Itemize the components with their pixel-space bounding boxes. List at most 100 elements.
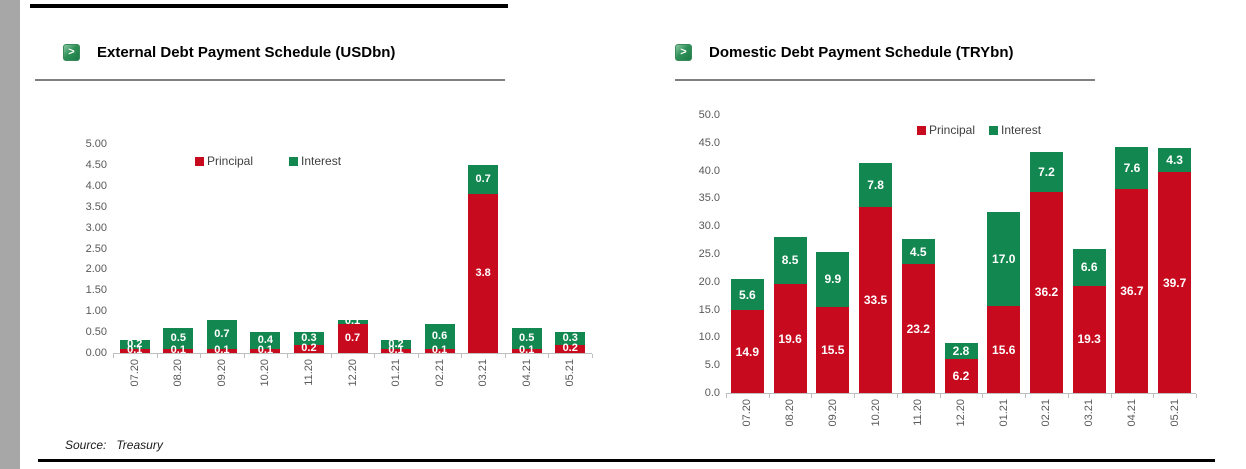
interest-segment: 0.5 (511, 327, 542, 349)
bar-value-label: 0.2 (301, 342, 317, 355)
x-axis-tick-label: 02.21 (433, 359, 446, 387)
principal-segment: 0.1 (250, 345, 281, 356)
axis-tick (768, 394, 770, 398)
y-axis-tick-label: 20.0 (698, 275, 720, 288)
bar-value-label: 8.5 (781, 253, 799, 268)
bar-value-label: 0.1 (519, 344, 535, 357)
axis-tick (417, 354, 419, 358)
x-axis-tick-label: 09.20 (826, 399, 839, 427)
axis-tick (726, 394, 727, 398)
x-axis-tick-label: 09.20 (215, 359, 228, 387)
y-axis-tick-label: 10.0 (698, 331, 720, 344)
bar-10.20: 0.1 0.4 (250, 332, 281, 356)
x-axis-tick-label: 11.20 (302, 359, 315, 386)
interest-segment: 2.8 (944, 342, 978, 359)
bar-05.21: 0.2 0.3 (555, 332, 586, 355)
bar-09.20: 0.1 0.7 (206, 319, 237, 356)
legend-item-interest: Interest (289, 154, 341, 168)
bar-value-label: 14.9 (735, 344, 760, 359)
axis-tick (1153, 394, 1155, 398)
interest-segment: 8.5 (773, 236, 807, 285)
y-axis-tick-label: 35.0 (698, 192, 720, 205)
principal-segment: 19.3 (1072, 285, 1106, 393)
bar-value-label: 0.2 (562, 342, 578, 355)
axis-tick (982, 394, 984, 398)
bar-value-label: 7.2 (1038, 164, 1055, 179)
principal-segment: 23.2 (901, 264, 935, 393)
axis-tick (592, 354, 593, 358)
interest-segment: 9.9 (816, 251, 850, 307)
x-axis-tick-label: 10.20 (869, 399, 882, 427)
bar-03.21: 19.3 6.6 (1072, 249, 1106, 393)
bar-value-label: 19.6 (778, 331, 802, 346)
axis-tick (811, 394, 813, 398)
principal-segment: 15.5 (816, 306, 850, 393)
interest-segment: 4.3 (1158, 148, 1192, 173)
principal-segment: 0.1 (381, 345, 412, 356)
y-axis-tick-label: 4.50 (85, 158, 107, 171)
bar-04.21: 36.7 7.6 (1115, 146, 1149, 393)
bar-05.21: 39.7 4.3 (1158, 148, 1192, 393)
interest-segment: 0.2 (381, 339, 412, 350)
principal-segment: 19.6 (773, 284, 807, 393)
interest-segment: 0.6 (424, 323, 455, 349)
principal-segment: 0.1 (119, 345, 150, 356)
axis-tick (1025, 394, 1027, 398)
legend-swatch (289, 156, 299, 166)
title-underline (35, 79, 505, 81)
bar-08.20: 19.6 8.5 (773, 236, 807, 393)
principal-segment: 15.6 (987, 306, 1021, 393)
axis-tick (156, 354, 158, 358)
bar-value-label: 0.1 (388, 344, 404, 357)
x-axis-tick-label: 07.20 (741, 399, 754, 427)
principal-segment: 39.7 (1158, 172, 1192, 393)
axis-tick (854, 394, 856, 398)
y-axis-tick-label: 0.00 (85, 347, 107, 359)
legend-item-principal: Principal (917, 123, 975, 137)
y-axis-tick-label: 1.00 (85, 305, 107, 318)
x-axis-tick-label: 04.21 (1125, 399, 1138, 427)
interest-segment: 0.1 (337, 316, 368, 327)
bar-value-label: 15.6 (992, 342, 1016, 357)
bar-value-label: 3.8 (475, 267, 491, 280)
bar-01.21: 0.1 0.2 (381, 339, 412, 356)
bottom-divider-line (38, 459, 1215, 462)
bar-value-label: 0.5 (519, 331, 535, 344)
bar-value-label: 4.3 (1166, 153, 1183, 168)
chevron-right-icon: > (63, 43, 80, 61)
x-axis-tick-label: 03.21 (477, 359, 490, 387)
axis-tick (1067, 394, 1069, 398)
bar-value-label: 5.6 (739, 287, 756, 302)
axis-tick (287, 354, 289, 358)
interest-segment: 7.2 (1029, 151, 1063, 192)
bar-value-label: 39.7 (1162, 275, 1187, 290)
domestic-debt-chart: 14.9 5.6 19.6 8.5 15.5 9.9 33.5 7.8 23.2 4.5 6.2 2.… (685, 105, 1230, 450)
legend-swatch (195, 156, 204, 166)
interest-segment: 0.3 (555, 332, 586, 345)
chevron-right-icon: > (675, 43, 692, 61)
bar-09.20: 15.5 9.9 (816, 251, 850, 393)
bar-value-label: 17.0 (992, 252, 1016, 266)
legend-label: Interest (1001, 123, 1042, 137)
axis-tick (896, 394, 898, 398)
axis-tick (1110, 394, 1112, 398)
bar-12.20: 6.2 2.8 (944, 342, 978, 393)
principal-segment: 36.2 (1029, 191, 1063, 393)
bar-11.20: 0.2 0.3 (293, 332, 324, 355)
legend-item-interest: Interest (989, 123, 1041, 137)
bar-value-label: 6.6 (1080, 260, 1098, 275)
axis-tick (504, 354, 506, 358)
bar-value-label: 0.1 (344, 315, 361, 328)
x-axis-tick-label: 08.20 (784, 399, 797, 427)
y-axis-tick-label: 3.50 (85, 200, 107, 213)
x-axis-tick-label: 01.21 (390, 359, 403, 387)
bar-value-label: 33.5 (863, 292, 888, 307)
principal-segment: 0.1 (424, 345, 455, 356)
bar-value-label: 23.2 (906, 321, 930, 336)
bar-value-label: 7.8 (867, 178, 884, 193)
principal-segment: 0.1 (163, 345, 194, 356)
y-axis-tick-label: 30.0 (698, 220, 720, 233)
x-axis-tick-label: 12.20 (955, 399, 967, 427)
bar-08.20: 0.1 0.5 (163, 327, 194, 356)
bar-value-label: 2.8 (952, 343, 970, 358)
